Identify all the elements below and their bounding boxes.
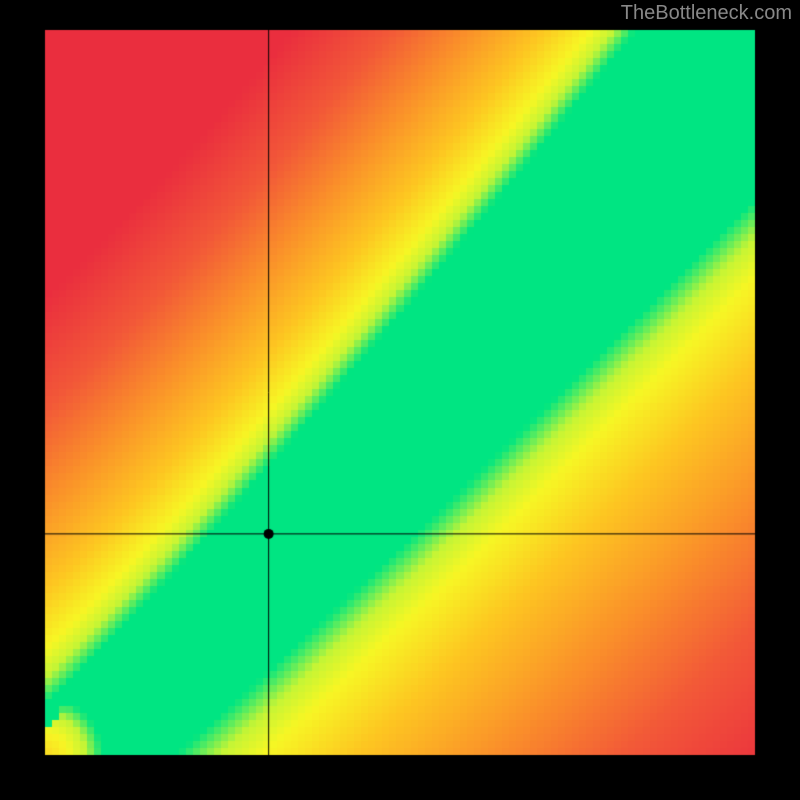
heatmap-canvas [0,0,800,800]
chart-container: TheBottleneck.com [0,0,800,800]
watermark-text: TheBottleneck.com [621,2,792,25]
